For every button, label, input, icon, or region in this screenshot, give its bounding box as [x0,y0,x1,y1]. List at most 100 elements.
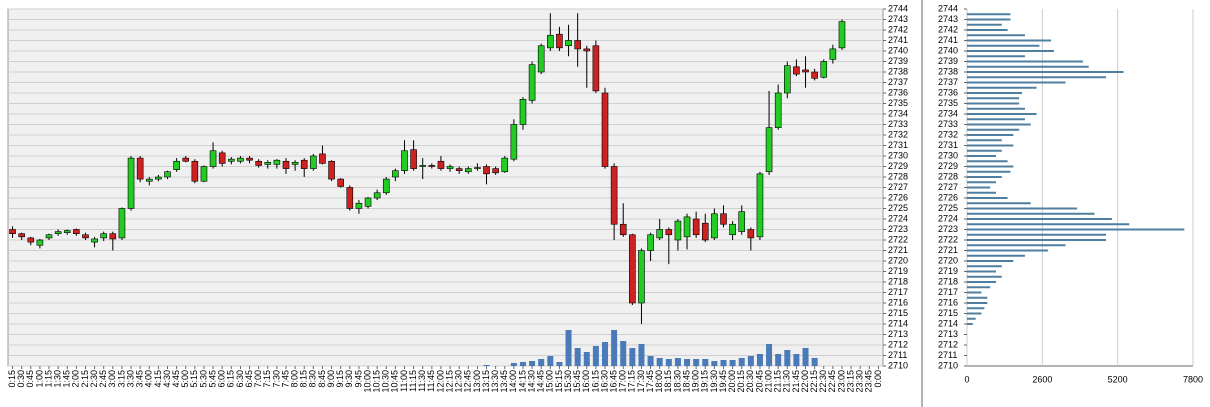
volume-bar [547,356,554,366]
y-tick-label: 2740 [938,45,958,55]
candle-body [410,149,417,169]
y-tick-label: 2728 [938,171,958,181]
x-tick-label: 10:00 [362,370,372,393]
x-tick-label: 3:30 [125,370,135,388]
candle-body [73,229,80,234]
candle-body [528,64,536,101]
y-tick-label: 2726 [888,192,908,202]
volume-bar [784,350,791,366]
candle-body [720,213,727,225]
x-tick-label: 1:30 [53,370,63,388]
x-tick-label: 0:30 [16,370,26,388]
candle-body [738,211,746,232]
candle-body [27,237,35,243]
y-tick-label: 2715 [888,308,908,318]
candle-body [173,160,180,170]
profile-bar [967,181,996,184]
volume-bar [583,352,590,366]
x-tick-label: 1:15 [43,370,53,388]
x-tick-label: 5:00 [180,370,190,388]
profile-bar [967,281,996,283]
candle-body [182,157,190,162]
candle-body [300,159,308,169]
x-tick-label: 21:00 [763,370,773,393]
x-tick-label: 19:15 [700,370,710,393]
x-tick-label: 5:45 [207,370,217,388]
profile-bar [967,254,1025,257]
volume-bar [629,348,636,366]
y-tick-label: 2732 [888,129,908,139]
y-tick-label: 2727 [938,182,958,192]
volume-bar [602,342,609,366]
x-tick-label: 8:30 [308,370,318,388]
volume-bar [665,359,672,366]
y-tick-label: 2714 [938,318,958,328]
x-tick-label: 14:30 [526,370,536,393]
y-tick-label: 2712 [938,339,958,349]
candle-body [619,223,627,236]
profile-bar [967,123,1031,126]
profile-bar [967,44,1040,47]
x-tick-label: 8:00 [289,370,299,388]
candle-body [209,150,217,167]
candle-body [802,69,809,73]
y-tick-label: 2742 [938,24,958,34]
y-tick-label: 2736 [888,87,908,97]
candle-body [328,160,335,180]
y-tick-label: 2714 [888,318,908,328]
x-tick-label: 13:30 [490,370,500,393]
candle-body [246,157,253,161]
candle-body [82,234,89,239]
candle-body [437,160,445,169]
candle-body [674,220,682,241]
x-tick-label: 15:30 [563,370,573,393]
candle-body [574,40,581,50]
profile-bar [967,317,976,320]
x-tick-label: 19:00 [691,370,701,393]
x-tick-label: 18:45 [681,370,691,393]
x-tick-label: 20:00 [727,370,737,393]
profile-bar [967,128,1020,131]
y-tick-label: 2739 [938,56,958,66]
candle-body [556,33,563,49]
profile-bar [967,275,1002,278]
x-tick-label: 7:00 [253,370,263,388]
profile-bar [967,170,1011,173]
profile-bar [967,186,991,189]
profile-bar [967,191,996,194]
y-tick-label: 2723 [938,224,958,234]
candle-body [765,127,773,173]
profile-bar [967,233,1107,236]
x-tick-label: 4:00 [144,370,154,388]
x-tick-label: 6:30 [235,370,245,388]
y-tick-label: 2726 [938,192,958,202]
volume-bar [756,354,763,366]
x-tick-label: 2:30 [89,370,99,388]
y-tick-label: 2719 [938,266,958,276]
y-tick-label: 2730 [888,150,908,160]
x-tick-label: 2:00 [71,370,81,388]
y-tick-label: 2741 [888,35,908,45]
x-tick-label: 9:30 [344,370,354,388]
profile-bar [967,265,1002,268]
y-tick-label: 2737 [938,77,958,87]
volume-bar [702,359,709,366]
candle-body [492,168,499,174]
profile-bar [967,139,1002,142]
y-tick-label: 2732 [938,129,958,139]
volume-bar [711,361,718,366]
candle-body [218,152,226,164]
y-tick-label: 2720 [938,255,958,265]
candle-body [811,71,818,79]
profile-bar [967,286,991,289]
x-tick-label: 22:00 [800,370,810,393]
x-tick-label: 20:30 [745,370,755,393]
x-tick-label: 10:45 [390,370,400,393]
x-tick-label: 3:45 [135,370,145,388]
candle-body [729,223,736,236]
profile-area [967,9,1193,366]
candle-body [382,178,390,194]
x-tick-label: 10:15 [372,370,382,393]
profile-bar [967,92,1023,94]
profile-bar [967,165,1014,168]
